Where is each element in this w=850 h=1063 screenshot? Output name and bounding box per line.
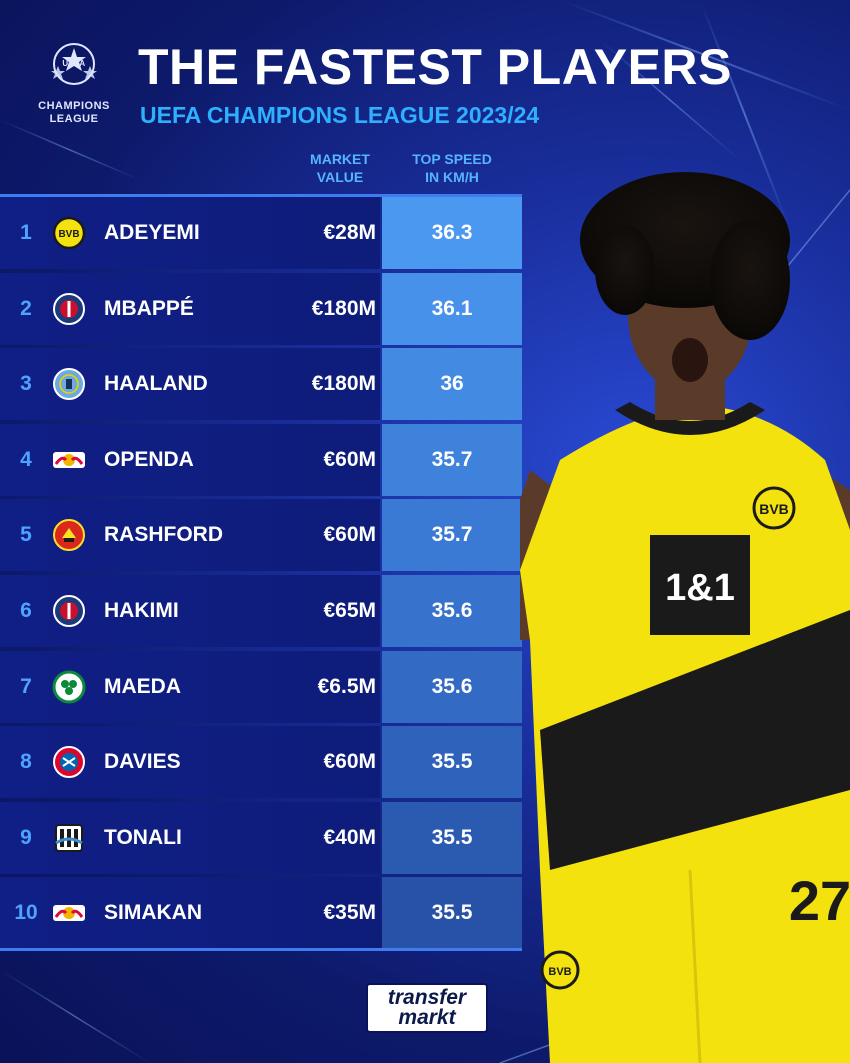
starball-icon <box>51 43 97 85</box>
table-row: 7 MAEDA €6.5M 35.6 <box>0 650 522 723</box>
top-speed: 35.5 <box>382 801 522 874</box>
table-row: 4 OPENDA €60M 35.7 <box>0 423 522 496</box>
svg-text:BVB: BVB <box>58 229 79 240</box>
svg-text:27: 27 <box>789 869 850 932</box>
player-name: MBAPPÉ <box>104 296 194 320</box>
top-speed: 35.6 <box>382 650 522 723</box>
bvb-crest-icon: BVB <box>52 216 86 250</box>
top-speed: 35.6 <box>382 575 522 647</box>
market-value: €28M <box>323 221 376 244</box>
rank-number: 8 <box>20 750 32 774</box>
market-value-header: MARKET VALUE <box>295 150 385 186</box>
market-value: €60M <box>323 447 376 471</box>
market-header-line1: MARKET <box>310 151 370 167</box>
rank-number: 9 <box>20 825 32 849</box>
rank-number: 6 <box>20 599 32 622</box>
speed-header-line2: IN KM/H <box>425 169 479 185</box>
player-name: OPENDA <box>104 447 194 471</box>
player-name: ADEYEMI <box>104 221 200 244</box>
top-speed-header: TOP SPEED IN KM/H <box>392 150 512 186</box>
table-row: 3 HAALAND €180M 36 <box>0 348 522 421</box>
top-speed: 35.5 <box>382 726 522 799</box>
table-top-divider <box>0 194 522 197</box>
top-speed: 36.1 <box>382 272 522 345</box>
table-row: 6 HAKIMI €65M 35.6 <box>0 575 522 647</box>
rb-leipzig-crest-icon <box>53 905 85 922</box>
svg-text:BVB: BVB <box>548 966 571 978</box>
svg-text:1&1: 1&1 <box>665 567 735 609</box>
bayern-crest-icon <box>53 746 85 779</box>
player-name: DAVIES <box>104 750 181 774</box>
rank-number: 2 <box>20 296 32 320</box>
transfermarkt-logo: transfer markt <box>366 983 488 1033</box>
table-row: 8 DAVIES €60M 35.5 <box>0 726 522 799</box>
table-row: 1 BVB ADEYEMI €28M 36.3 <box>0 197 522 269</box>
psg-crest-icon <box>53 595 85 627</box>
logo-uefa: UEFA <box>62 59 86 68</box>
table-bottom-divider <box>0 948 522 951</box>
top-speed: 35.7 <box>382 499 522 572</box>
rank-number: 4 <box>20 447 32 471</box>
market-value: €60M <box>323 523 376 547</box>
market-value: €180M <box>311 296 376 320</box>
player-name: TONALI <box>104 825 182 849</box>
rank-number: 1 <box>20 221 32 244</box>
speed-header-line1: TOP SPEED <box>412 151 492 167</box>
market-value: €60M <box>323 750 376 774</box>
table-row: 9 TONALI €40M 35.5 <box>0 801 522 874</box>
rb-leipzig-crest-icon <box>53 451 85 468</box>
rank-number: 7 <box>20 674 32 698</box>
player-name: SIMAKAN <box>104 901 202 925</box>
table-row: 2 MBAPPÉ €180M 36.1 <box>0 272 522 345</box>
top-speed: 36 <box>382 348 522 421</box>
champions-league-logo: UEFA CHAMPIONS LEAGUE <box>22 38 126 132</box>
table-row: 10 SIMAKAN €35M 35.5 <box>0 877 522 950</box>
man-united-crest-icon <box>53 519 85 552</box>
top-speed: 36.3 <box>382 197 522 269</box>
top-speed: 35.5 <box>382 877 522 950</box>
market-value: €35M <box>323 901 376 925</box>
player-name: RASHFORD <box>104 523 223 547</box>
psg-crest-icon <box>53 292 85 325</box>
table-row: 5 RASHFORD €60M 35.7 <box>0 499 522 572</box>
player-name: HAALAND <box>104 372 208 396</box>
market-value: €40M <box>323 825 376 849</box>
market-value: €180M <box>311 372 376 396</box>
page-title: THE FASTEST PLAYERS <box>138 39 732 95</box>
top-speed: 35.7 <box>382 423 522 496</box>
newcastle-crest-icon <box>55 823 83 852</box>
celtic-crest-icon <box>52 670 86 704</box>
rank-number: 3 <box>20 372 32 396</box>
player-photo: 1&1 BVB BVB 27 <box>520 172 850 1063</box>
market-value: €65M <box>323 599 376 622</box>
player-name: HAKIMI <box>104 599 179 622</box>
man-city-crest-icon <box>53 368 85 401</box>
logo-league: LEAGUE <box>49 113 99 125</box>
player-name: MAEDA <box>104 674 181 698</box>
rank-number: 5 <box>20 523 32 547</box>
logo-champions: CHAMPIONS <box>38 100 110 112</box>
market-header-line2: VALUE <box>316 169 364 185</box>
market-value: €6.5M <box>317 674 376 698</box>
rank-number: 10 <box>14 901 38 925</box>
svg-text:BVB: BVB <box>759 501 789 517</box>
brand-line1: transfer <box>387 986 467 1009</box>
page-subtitle: UEFA CHAMPIONS LEAGUE 2023/24 <box>140 102 540 128</box>
brand-line2: markt <box>398 1006 456 1029</box>
